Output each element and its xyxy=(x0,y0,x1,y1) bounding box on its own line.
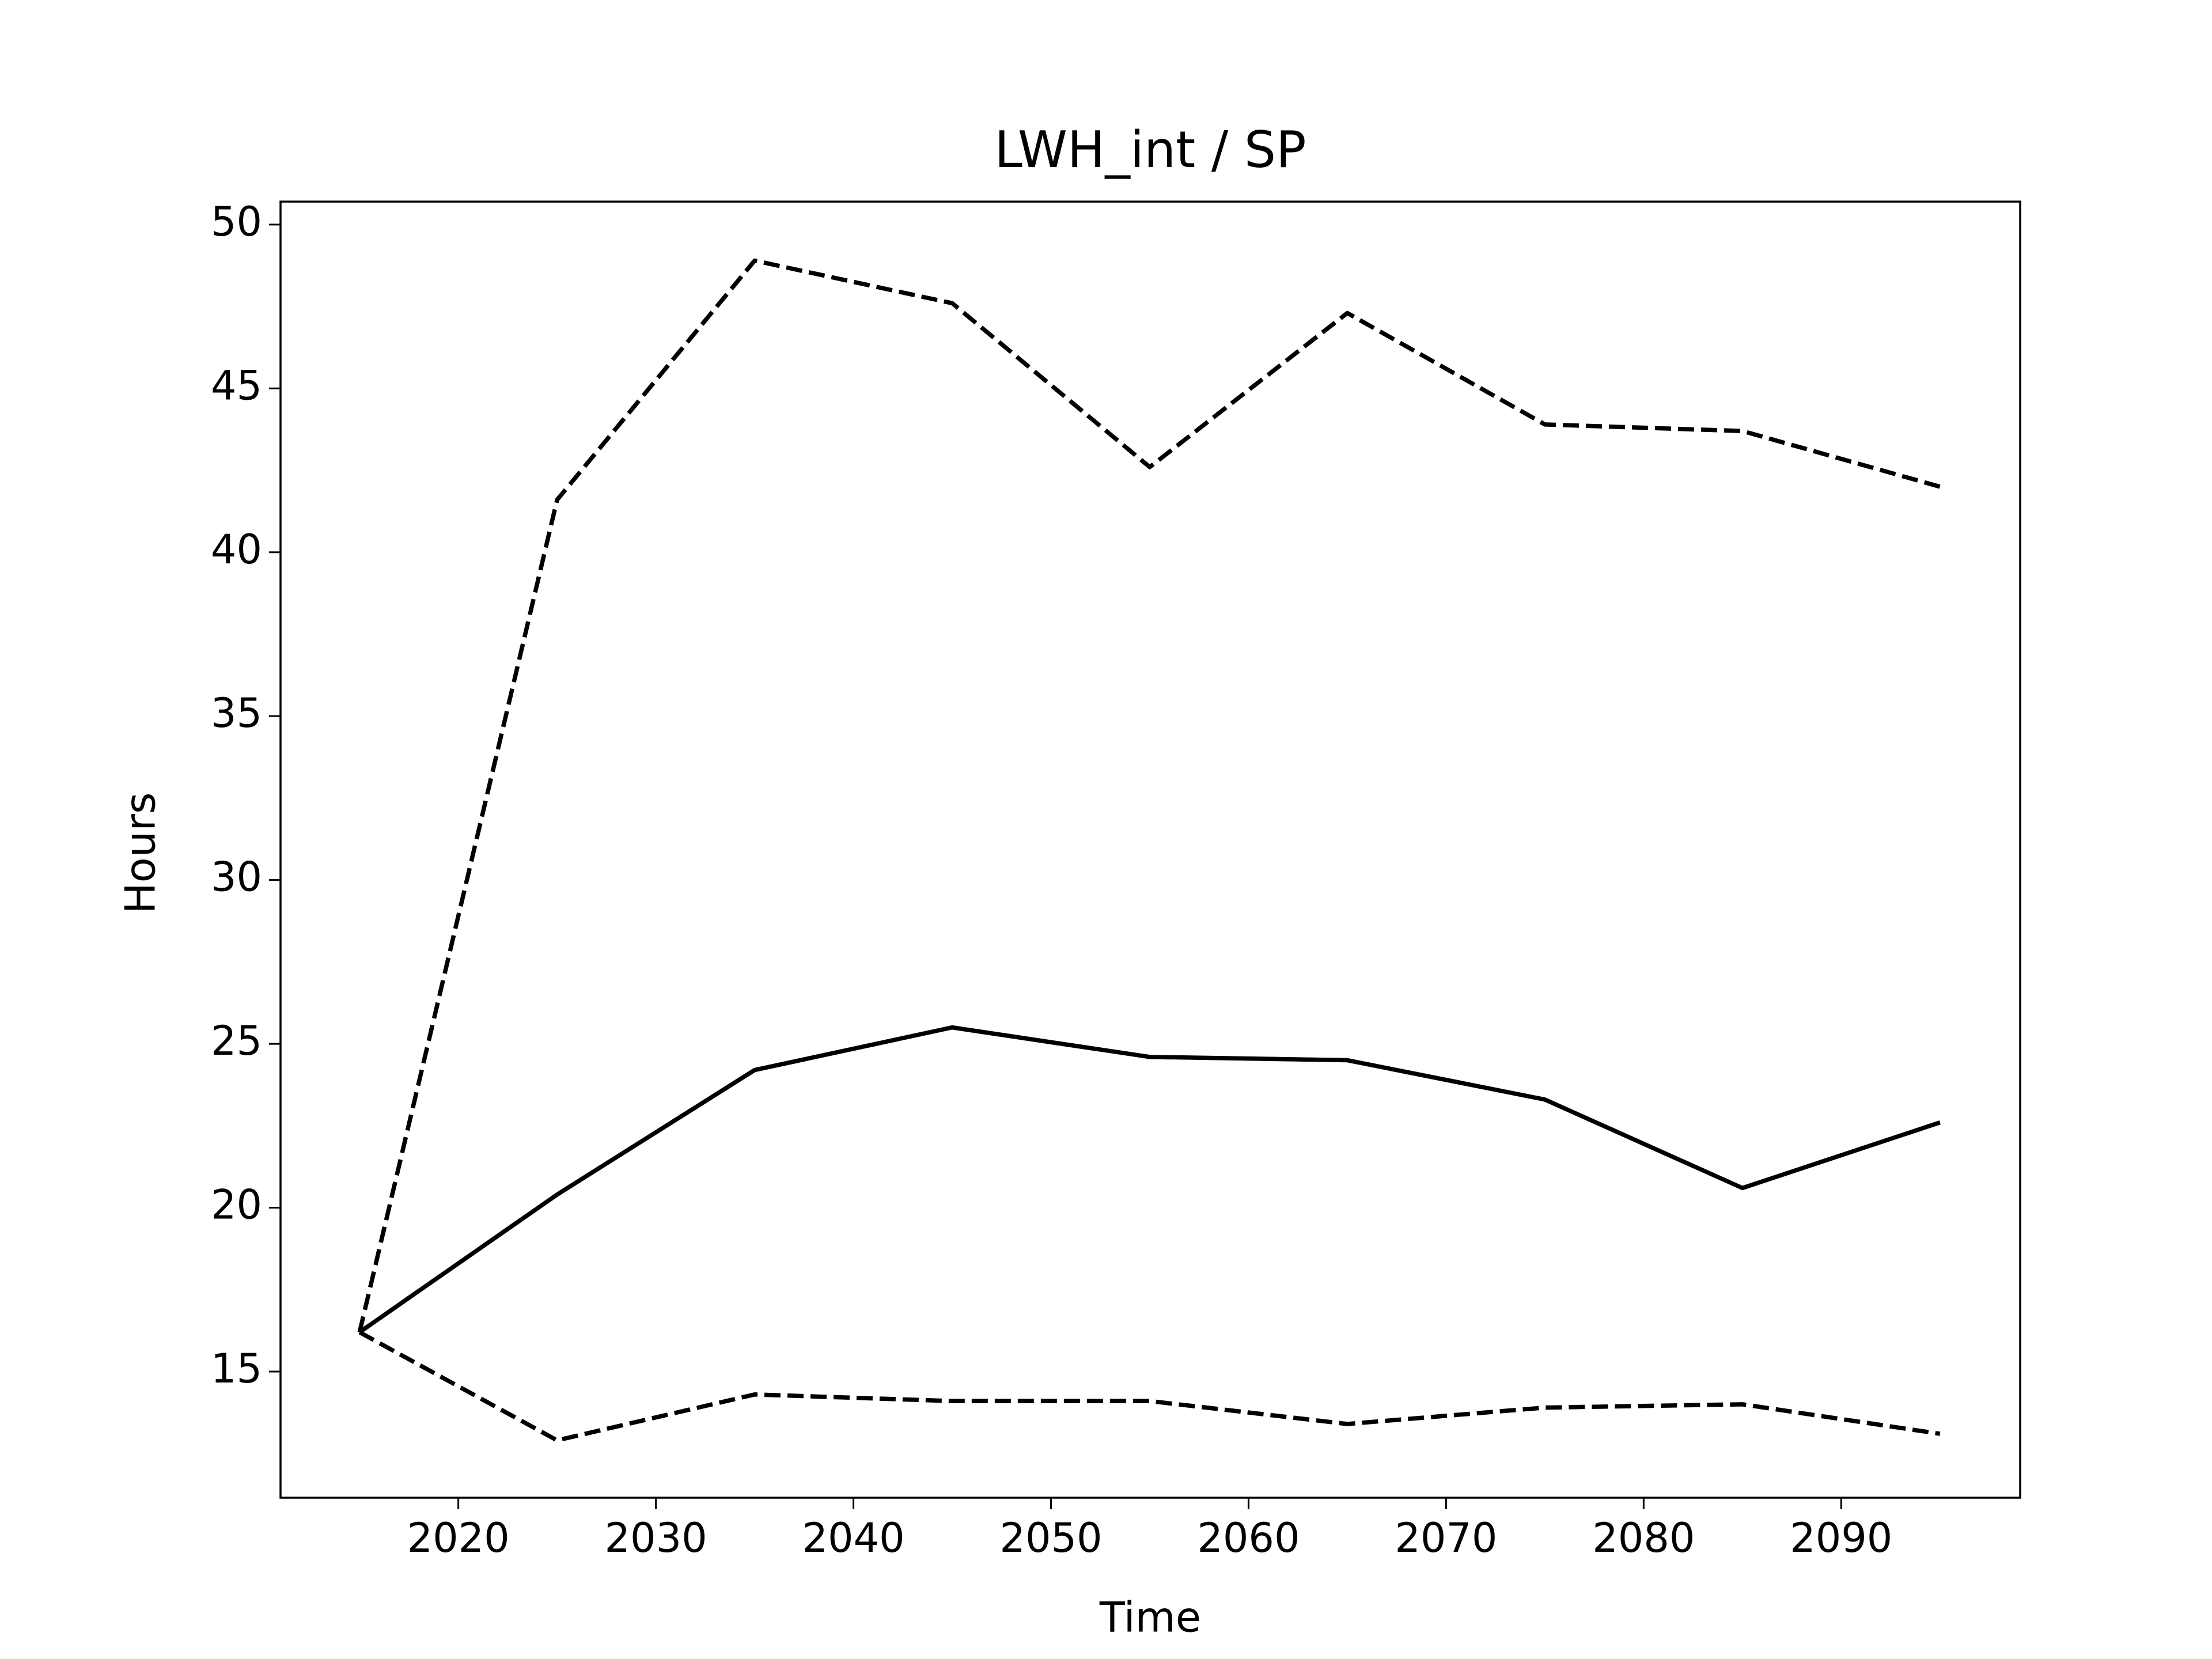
chart-title: LWH_int / SP xyxy=(994,120,1306,179)
x-tick-label: 2050 xyxy=(999,1514,1102,1562)
x-tick-label: 2030 xyxy=(605,1514,707,1562)
y-tick-label: 15 xyxy=(211,1345,262,1392)
x-tick-label: 2070 xyxy=(1395,1514,1497,1562)
x-tick-label: 2020 xyxy=(407,1514,510,1562)
x-tick-label: 2090 xyxy=(1790,1514,1892,1562)
y-tick-label: 50 xyxy=(211,198,262,245)
line-series xyxy=(357,258,1941,1333)
y-tick-label: 45 xyxy=(211,362,262,409)
y-tick-label: 20 xyxy=(211,1181,262,1229)
line-series xyxy=(358,1330,1941,1443)
x-tick-label: 2080 xyxy=(1592,1514,1695,1562)
y-axis-label: Hours xyxy=(116,793,165,914)
x-tick-label: 2060 xyxy=(1197,1514,1300,1562)
y-tick-label: 35 xyxy=(211,690,262,737)
y-tick-label: 40 xyxy=(211,526,262,573)
plot-frame xyxy=(279,200,2021,1499)
y-tick-label: 25 xyxy=(211,1017,262,1065)
y-tick-label: 30 xyxy=(211,854,262,901)
x-tick-label: 2040 xyxy=(802,1514,904,1562)
line-series xyxy=(358,1025,1941,1334)
x-axis-label: Time xyxy=(1099,1593,1201,1642)
